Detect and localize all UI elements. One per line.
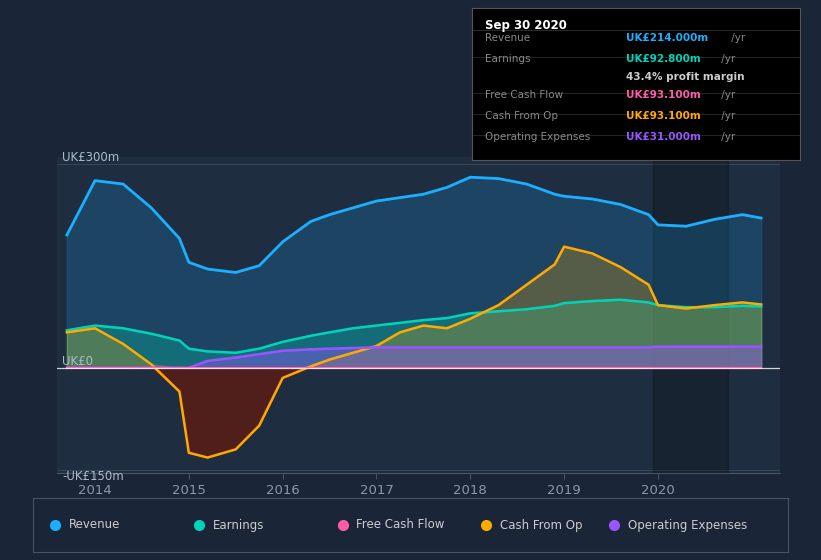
Text: Sep 30 2020: Sep 30 2020 [485, 19, 567, 32]
Text: UK£0: UK£0 [62, 354, 93, 368]
Text: /yr: /yr [718, 111, 736, 121]
Text: UK£300m: UK£300m [62, 151, 119, 164]
Text: Cash From Op: Cash From Op [485, 111, 558, 121]
Text: /yr: /yr [718, 132, 736, 142]
Text: 43.4% profit margin: 43.4% profit margin [626, 72, 745, 82]
Text: Earnings: Earnings [213, 519, 264, 531]
Text: UK£92.800m: UK£92.800m [626, 54, 701, 64]
Text: /yr: /yr [718, 54, 736, 64]
Text: /yr: /yr [727, 32, 745, 43]
Text: UK£93.100m: UK£93.100m [626, 90, 701, 100]
Text: Free Cash Flow: Free Cash Flow [485, 90, 563, 100]
Text: Revenue: Revenue [485, 32, 530, 43]
Text: /yr: /yr [718, 90, 736, 100]
Text: UK£31.000m: UK£31.000m [626, 132, 701, 142]
Text: Cash From Op: Cash From Op [500, 519, 582, 531]
Text: UK£93.100m: UK£93.100m [626, 111, 701, 121]
Text: -UK£150m: -UK£150m [62, 470, 124, 483]
Text: Operating Expenses: Operating Expenses [628, 519, 747, 531]
Text: Revenue: Revenue [69, 519, 121, 531]
Text: Operating Expenses: Operating Expenses [485, 132, 590, 142]
Text: UK£214.000m: UK£214.000m [626, 32, 709, 43]
Text: Free Cash Flow: Free Cash Flow [356, 519, 444, 531]
Text: Earnings: Earnings [485, 54, 530, 64]
Bar [654, 157, 728, 473]
